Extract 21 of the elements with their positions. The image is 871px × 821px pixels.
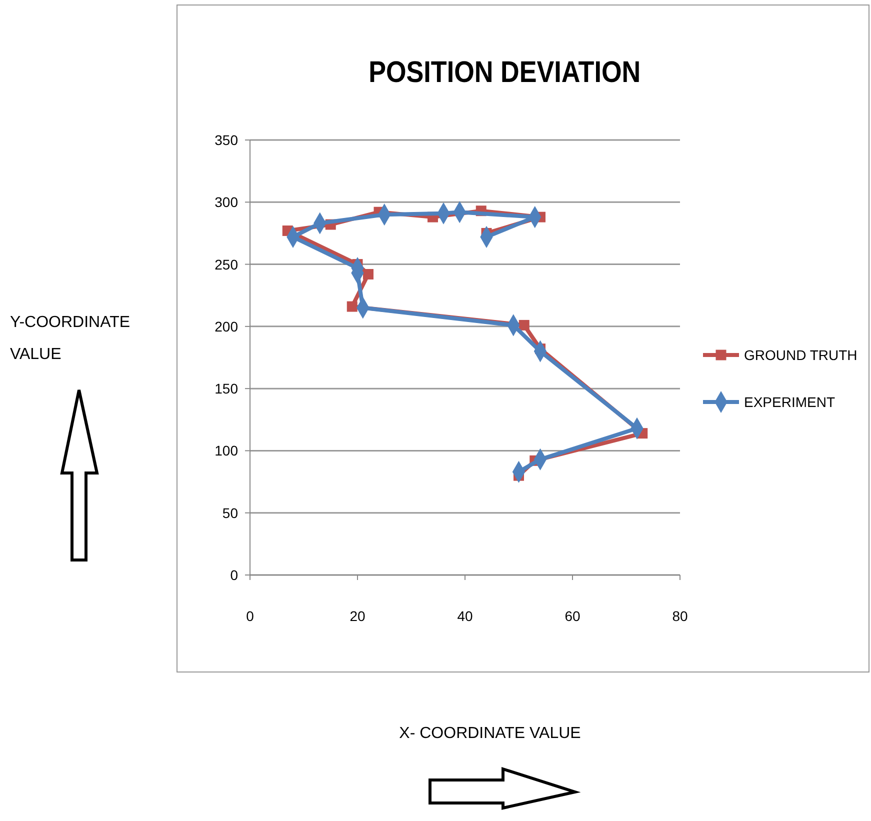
x-tick-label: 20	[350, 608, 366, 624]
point	[346, 301, 358, 312]
chart-title: POSITION DEVIATION	[368, 55, 641, 88]
x-tick-label: 80	[672, 608, 688, 624]
legend-label: EXPERIMENT	[744, 394, 836, 410]
x-tick-label: 0	[246, 608, 254, 624]
y-tick-label: 50	[222, 504, 238, 521]
y-tick-label: 150	[214, 380, 238, 397]
legend-label: GROUND TRUTH	[744, 347, 858, 363]
y-tick-label: 350	[214, 132, 238, 148]
y-tick-label: 250	[214, 256, 238, 272]
point	[363, 268, 374, 280]
x-tick-label: 40	[457, 608, 473, 624]
text: Y-COORDINATE VALUE	[10, 314, 130, 363]
text: X- COORDINATE VALUE	[399, 725, 581, 742]
point	[518, 320, 530, 330]
y-tick-label: 200	[214, 318, 238, 334]
x-tick-label: 60	[564, 608, 580, 624]
y-tick-label: 300	[214, 194, 238, 210]
y-tick-label: 0	[230, 567, 238, 583]
y-tick-label: 100	[214, 442, 238, 459]
